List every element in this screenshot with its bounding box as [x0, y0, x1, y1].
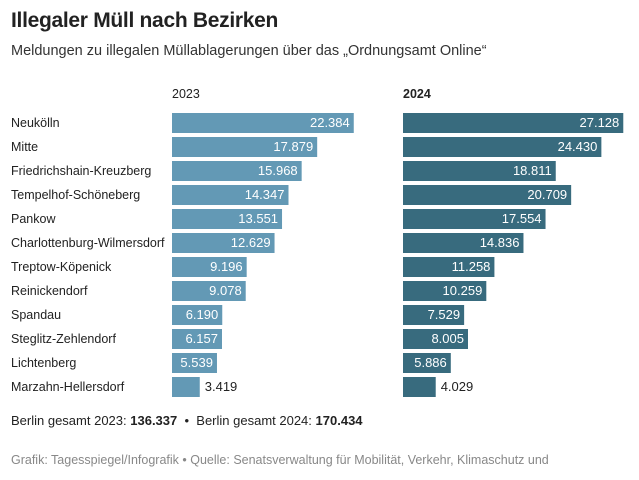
category-label: Lichtenberg — [11, 356, 76, 370]
value-label-2023: 15.968 — [258, 163, 298, 178]
bar-2023 — [172, 185, 289, 205]
bar-chart: Neukölln 22.384 27.128 Mitte 17.879 24.430 Fri… — [11, 113, 624, 397]
bar-2023 — [172, 305, 223, 325]
category-label: Treptow-Köpenick — [11, 260, 112, 274]
bar-2024 — [403, 209, 546, 229]
bar-2023 — [172, 233, 275, 253]
category-label: Pankow — [11, 212, 56, 226]
value-label-2024: 24.430 — [558, 139, 598, 154]
chart-title: Illegaler Müll nach Bezirken — [11, 9, 279, 32]
category-label: Charlottenburg-Wilmersdorf — [11, 236, 165, 250]
value-label-2024: 27.128 — [580, 115, 620, 130]
bar-2023 — [172, 137, 318, 157]
value-label-2024: 8.005 — [431, 331, 464, 346]
category-label: Tempelhof-Schöneberg — [11, 188, 140, 202]
bar-2023 — [172, 161, 302, 181]
bar-2023 — [172, 257, 247, 277]
bar-2024 — [403, 161, 556, 181]
bar-2024 — [403, 233, 524, 253]
value-label-2023: 5.539 — [180, 355, 213, 370]
bar-2024 — [403, 257, 495, 277]
category-label: Reinickendorf — [11, 284, 88, 298]
bar-2023 — [172, 113, 354, 133]
value-label-2023: 12.629 — [231, 235, 271, 250]
source-note: Grafik: Tagesspiegel/Infografik • Quelle… — [11, 453, 549, 467]
value-label-2024: 10.259 — [443, 283, 483, 298]
separator: • — [184, 413, 190, 428]
value-label-2024: 7.529 — [428, 307, 461, 322]
total-2024-label: Berlin gesamt 2024: — [196, 413, 312, 428]
total-2024-value: 170.434 — [315, 413, 363, 428]
bar-2024 — [403, 377, 436, 397]
value-label-2024: 14.836 — [480, 235, 520, 250]
bar-2024 — [403, 137, 602, 157]
bar-2024 — [403, 353, 451, 373]
category-label: Marzahn-Hellersdorf — [11, 380, 125, 394]
category-label: Friedrichshain-Kreuzberg — [11, 164, 151, 178]
category-label: Neukölln — [11, 116, 60, 130]
value-label-2024: 4.029 — [441, 379, 474, 394]
column-header-2024: 2024 — [403, 87, 431, 101]
value-label-2023: 6.157 — [185, 331, 218, 346]
bar-2023 — [172, 209, 283, 229]
value-label-2024: 11.258 — [452, 259, 491, 274]
bar-2024 — [403, 185, 572, 205]
value-label-2023: 13.551 — [238, 211, 278, 226]
bar-2023 — [172, 329, 222, 349]
column-header-2023: 2023 — [172, 87, 200, 101]
value-label-2023: 14.347 — [245, 187, 285, 202]
category-label: Steglitz-Zehlendorf — [11, 332, 116, 346]
value-label-2024: 17.554 — [502, 211, 542, 226]
value-label-2024: 5.886 — [414, 355, 447, 370]
total-2023-label: Berlin gesamt 2023: — [11, 413, 127, 428]
chart-subtitle: Meldungen zu illegalen Müllablagerungen … — [11, 43, 487, 59]
value-label-2024: 18.811 — [513, 163, 552, 178]
value-label-2023: 17.879 — [273, 139, 313, 154]
value-label-2023: 9.196 — [210, 259, 243, 274]
totals-line: Berlin gesamt 2023: 136.337 • Berlin ges… — [11, 413, 363, 428]
value-label-2023: 22.384 — [310, 115, 350, 130]
total-2023-value: 136.337 — [130, 413, 178, 428]
value-label-2023: 6.190 — [186, 307, 219, 322]
bar-2024 — [403, 113, 624, 133]
bar-2024 — [403, 329, 469, 349]
value-label-2024: 20.709 — [527, 187, 567, 202]
value-label-2023: 9.078 — [209, 283, 242, 298]
bar-2023 — [172, 353, 217, 373]
value-label-2023: 3.419 — [205, 379, 238, 394]
bar-2023 — [172, 377, 200, 397]
category-label: Mitte — [11, 140, 38, 154]
bar-2024 — [403, 281, 487, 301]
category-label: Spandau — [11, 308, 61, 322]
bar-2024 — [403, 305, 465, 325]
bar-2023 — [172, 281, 246, 301]
